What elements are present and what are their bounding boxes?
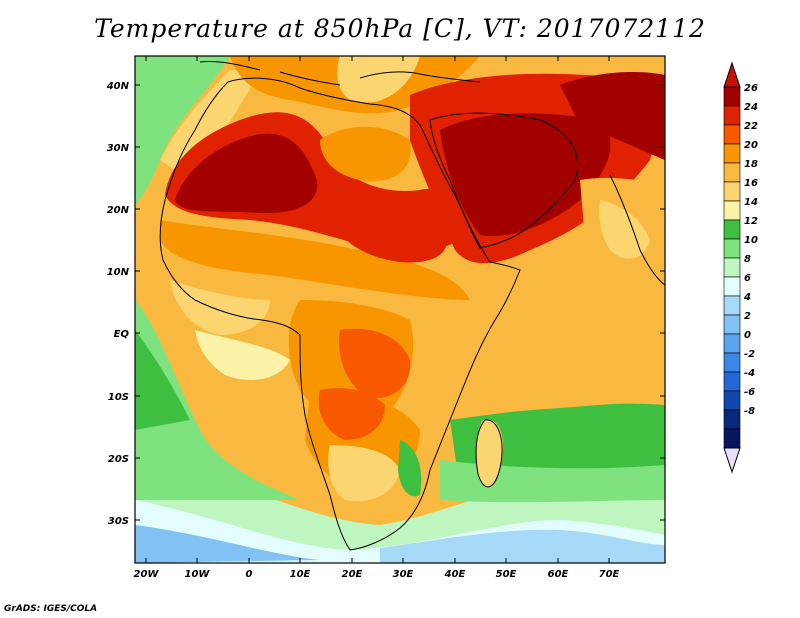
temp-field-egypt-cool — [320, 126, 411, 181]
colorbar-swatch — [723, 352, 741, 373]
temp-field-yellow-northwest — [160, 70, 260, 180]
lon-tick-label: 20E — [342, 569, 363, 580]
colorbar-bottom-arrow — [723, 447, 741, 474]
colorbar-label: 14 — [744, 197, 758, 208]
latitude-axis: 40N 30N 20N 10N EQ 10S 20S 30S — [106, 81, 665, 527]
colorbar-label: 12 — [744, 216, 758, 227]
colorbar-label: 10 — [744, 235, 758, 246]
colorbar-label: -2 — [744, 349, 755, 360]
india-coastline — [609, 174, 666, 286]
lat-tick-label: 40N — [106, 81, 130, 92]
temp-field-indian-ocean — [464, 286, 665, 415]
lat-tick-label: 10S — [108, 392, 129, 403]
temp-field-india-yellow — [599, 200, 650, 259]
colorbar-label: -4 — [744, 368, 755, 379]
colorbar-swatch — [723, 124, 741, 145]
temp-field-green-atlantic-dark — [135, 330, 190, 430]
colorbar-swatch — [723, 295, 741, 316]
lon-tick-label: 50E — [496, 569, 517, 580]
temp-field-gulf-guinea — [195, 330, 290, 380]
colorbar-swatch — [723, 390, 741, 411]
lon-tick-label: 20W — [134, 569, 160, 580]
map-title: Temperature at 850hPa [C], VT: 201707211… — [94, 14, 706, 43]
madagascar-coastline — [475, 419, 503, 488]
colorbar-swatch — [723, 276, 741, 297]
lat-tick-label: 20S — [108, 454, 129, 465]
lat-tick-label: 20N — [107, 205, 130, 216]
colorbar-swatch — [723, 314, 741, 335]
temp-field-cold-south-4 — [380, 529, 665, 563]
lon-tick-label: 70E — [599, 569, 620, 580]
temp-field-madagascar — [475, 419, 504, 488]
colorbar-label: 8 — [744, 254, 751, 265]
temp-field-sahara-core — [175, 133, 318, 214]
colorbar-swatch — [723, 333, 741, 354]
temp-field-angola-hot — [318, 388, 385, 440]
colorbar-label: 22 — [744, 121, 758, 132]
colorbar-top-arrow — [723, 61, 741, 88]
temp-field-med-cool — [337, 56, 420, 103]
colorbar-swatch — [723, 105, 741, 126]
europe-coastline — [199, 61, 481, 86]
colorbar-label: 26 — [744, 83, 758, 94]
lon-tick-label: 10E — [290, 569, 311, 580]
temp-field-green-atlantic — [135, 300, 300, 500]
lat-tick-label: 10N — [107, 267, 130, 278]
arabia-coastline — [429, 112, 579, 249]
temp-field-east-africa-hot — [339, 328, 411, 399]
grads-credit: GrADS: IGES/COLA — [4, 604, 98, 614]
colorbar-swatch — [723, 257, 741, 278]
colorbar-swatch — [723, 428, 741, 449]
colorbar-label: 16 — [744, 178, 758, 189]
colorbar-label: 18 — [744, 159, 758, 170]
colorbar-label: -6 — [744, 387, 755, 398]
map-frame — [134, 55, 666, 564]
colorbar-label: 0 — [744, 330, 751, 341]
colorbar-swatch — [723, 409, 741, 430]
colorbar-swatch — [723, 162, 741, 183]
lon-tick-label: 10W — [185, 569, 211, 580]
lat-tick-label: 30S — [108, 516, 129, 527]
colorbar-swatch — [723, 181, 741, 202]
colorbar-label: 24 — [744, 102, 758, 113]
colorbar-swatch — [723, 143, 741, 164]
colorbar-label: -8 — [744, 406, 755, 417]
colorbar-swatch — [723, 238, 741, 259]
temp-field-kalahari — [328, 445, 400, 502]
colorbar-swatch — [723, 219, 741, 240]
colorbar-swatch — [723, 86, 741, 107]
lat-tick-label: EQ — [114, 329, 130, 340]
colorbar-swatch — [723, 371, 741, 392]
lon-tick-label: 40E — [444, 569, 466, 580]
lat-tick-label: 30N — [107, 143, 130, 154]
africa-coastline — [159, 77, 521, 551]
temp-field-cold-south-3 — [135, 525, 320, 563]
lon-tick-label: 30E — [393, 569, 414, 580]
colorbar-label: 4 — [743, 292, 751, 303]
coastlines — [159, 61, 666, 551]
temp-field-arabia-core — [440, 113, 611, 236]
temp-field-sudan-hot — [330, 210, 448, 263]
map-plot-area — [135, 56, 665, 563]
temp-field-iran-hot — [560, 72, 665, 160]
temp-field-guinea-coast — [170, 280, 270, 335]
colorbar-label: 6 — [744, 273, 751, 284]
lon-tick-label: 60E — [548, 569, 569, 580]
temp-field-mozambique-green — [398, 440, 422, 497]
temp-field-green-northwest — [135, 56, 230, 205]
colorbar-label: 20 — [744, 140, 758, 151]
longitude-axis: 20W 10W 0 10E 20E 30E 40E 50E 60E 70E — [134, 56, 620, 580]
colorbar-swatch — [723, 200, 741, 221]
temp-field-sahel-orange — [160, 220, 470, 300]
lon-tick-label: 0 — [246, 569, 253, 580]
colorbar-label: 2 — [744, 311, 751, 322]
